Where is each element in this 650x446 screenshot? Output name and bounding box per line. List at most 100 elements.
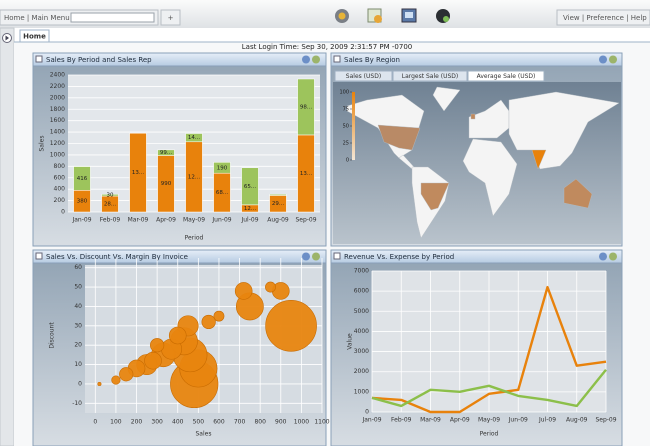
y-tick-label: 800 xyxy=(54,163,66,170)
panel-icon[interactable] xyxy=(599,252,607,261)
panel-title: Sales By Region xyxy=(344,56,400,64)
icon-part xyxy=(405,12,413,18)
x-tick-label: 700 xyxy=(234,419,246,426)
line-series xyxy=(371,368,607,408)
y-tick-label: 200 xyxy=(54,197,66,204)
home-tab-label[interactable]: Home xyxy=(23,33,46,41)
y-tick-label: 0 xyxy=(365,409,369,416)
y-tick-label: 10 xyxy=(74,361,82,368)
panel-header xyxy=(32,52,327,67)
panel-icon[interactable] xyxy=(599,55,607,64)
x-tick-label: Jan-09 xyxy=(71,217,91,224)
value-label: 380 xyxy=(77,199,88,205)
map-tab-label[interactable]: Sales (USD) xyxy=(346,73,381,80)
panel-header xyxy=(32,249,327,264)
y-tick-label: 50 xyxy=(74,284,82,291)
map-tab-label[interactable]: Average Sale (USD) xyxy=(477,73,536,80)
panel-title: Sales Vs. Discount Vs. Margin By Invoice xyxy=(46,253,188,261)
bar xyxy=(185,133,203,143)
bar xyxy=(101,194,119,197)
bubble xyxy=(234,282,253,300)
bar xyxy=(269,194,287,196)
y-tick-label: 400 xyxy=(54,186,66,193)
icon-part xyxy=(443,16,449,22)
bubble xyxy=(213,310,225,322)
legend-tick-label: 100 xyxy=(339,90,349,96)
x-tick-label: Sep-09 xyxy=(595,417,616,424)
greenland xyxy=(432,86,461,112)
add-tab[interactable] xyxy=(160,9,181,26)
y-tick-label: 0 xyxy=(61,209,65,216)
add-tab-label[interactable]: + xyxy=(168,14,174,22)
side-strip xyxy=(0,27,15,446)
y-axis-title: Sales xyxy=(39,136,46,152)
value-label: 990 xyxy=(161,181,172,187)
y-tick-label: 6000 xyxy=(354,288,369,295)
panel-icon[interactable] xyxy=(609,55,617,64)
x-tick-label: Jan-09 xyxy=(361,417,381,424)
y-axis-title: Discount xyxy=(49,322,56,349)
value-label: 30 xyxy=(107,193,114,199)
panel-icon[interactable] xyxy=(302,55,310,64)
x-tick-label: 600 xyxy=(213,419,225,426)
nav-text[interactable]: Home | Main Menu xyxy=(4,14,70,22)
x-tick-label: May-09 xyxy=(183,217,205,224)
y-tick-label: 2000 xyxy=(50,94,65,101)
bar xyxy=(241,167,259,206)
links-tab[interactable] xyxy=(556,9,650,26)
side-toggle-arrow xyxy=(5,35,9,41)
panel-title: Sales By Period and Sales Rep xyxy=(46,56,152,64)
panel-header xyxy=(330,249,623,264)
panel: Sales By Region xyxy=(330,52,623,247)
value-label: 99... xyxy=(160,150,172,156)
bar xyxy=(129,132,147,213)
chart: 0 200 400 600 800 1000 1200 1400 1600 1800 2000 220… xyxy=(39,72,320,242)
x-axis-title: Sales xyxy=(196,431,212,438)
y-tick-label: 60 xyxy=(74,264,82,271)
bar xyxy=(157,149,175,156)
bar xyxy=(73,166,91,191)
x-tick-label: May-09 xyxy=(478,417,500,424)
bubble xyxy=(97,381,102,386)
usa xyxy=(377,124,421,151)
last-login: Last Login Time: Sep 30, 2009 2:31:57 PM… xyxy=(242,43,412,51)
bar xyxy=(297,78,315,136)
minimize[interactable] xyxy=(333,252,341,260)
panel-icon[interactable] xyxy=(609,252,617,261)
y-tick-label: 7000 xyxy=(354,268,369,275)
legend-tick-label: 0 xyxy=(346,158,349,164)
map-tab[interactable] xyxy=(467,70,545,82)
x-tick-label: Jun-09 xyxy=(211,217,231,224)
bubble xyxy=(265,281,276,293)
x-axis-title: Period xyxy=(480,431,499,438)
x-tick-label: Feb-09 xyxy=(100,217,121,224)
value-label: 12... xyxy=(244,206,256,212)
x-tick-label: 900 xyxy=(275,419,287,426)
map-tab[interactable] xyxy=(334,70,393,82)
x-tick-label: Apr-09 xyxy=(156,217,176,224)
x-tick-label: 500 xyxy=(193,419,205,426)
x-tick-label: 200 xyxy=(131,419,143,426)
brazil xyxy=(420,182,450,211)
minimize[interactable] xyxy=(333,55,341,63)
minimize[interactable] xyxy=(35,55,43,63)
x-tick-label: Jul-09 xyxy=(240,217,258,224)
legend-tick-label: 50 xyxy=(343,124,349,130)
panel-icon[interactable] xyxy=(302,252,310,261)
y-tick-label: -10 xyxy=(72,400,82,407)
home-tab[interactable] xyxy=(19,29,50,43)
y-tick-label: 2000 xyxy=(354,368,369,375)
y-tick-label: 1400 xyxy=(50,129,65,136)
search-input[interactable] xyxy=(70,12,155,23)
y-tick-label: 3000 xyxy=(354,348,369,355)
panel-icon[interactable] xyxy=(312,252,320,261)
x-tick-label: 300 xyxy=(151,419,163,426)
map-tab-label[interactable]: Largest Sale (USD) xyxy=(402,73,459,80)
map-tab[interactable] xyxy=(392,70,468,82)
minimize[interactable] xyxy=(35,252,43,260)
bubble xyxy=(265,300,317,352)
bubble xyxy=(144,351,162,370)
panel-icon[interactable] xyxy=(312,55,320,64)
links-text[interactable]: View | Preference | Help xyxy=(563,14,647,22)
